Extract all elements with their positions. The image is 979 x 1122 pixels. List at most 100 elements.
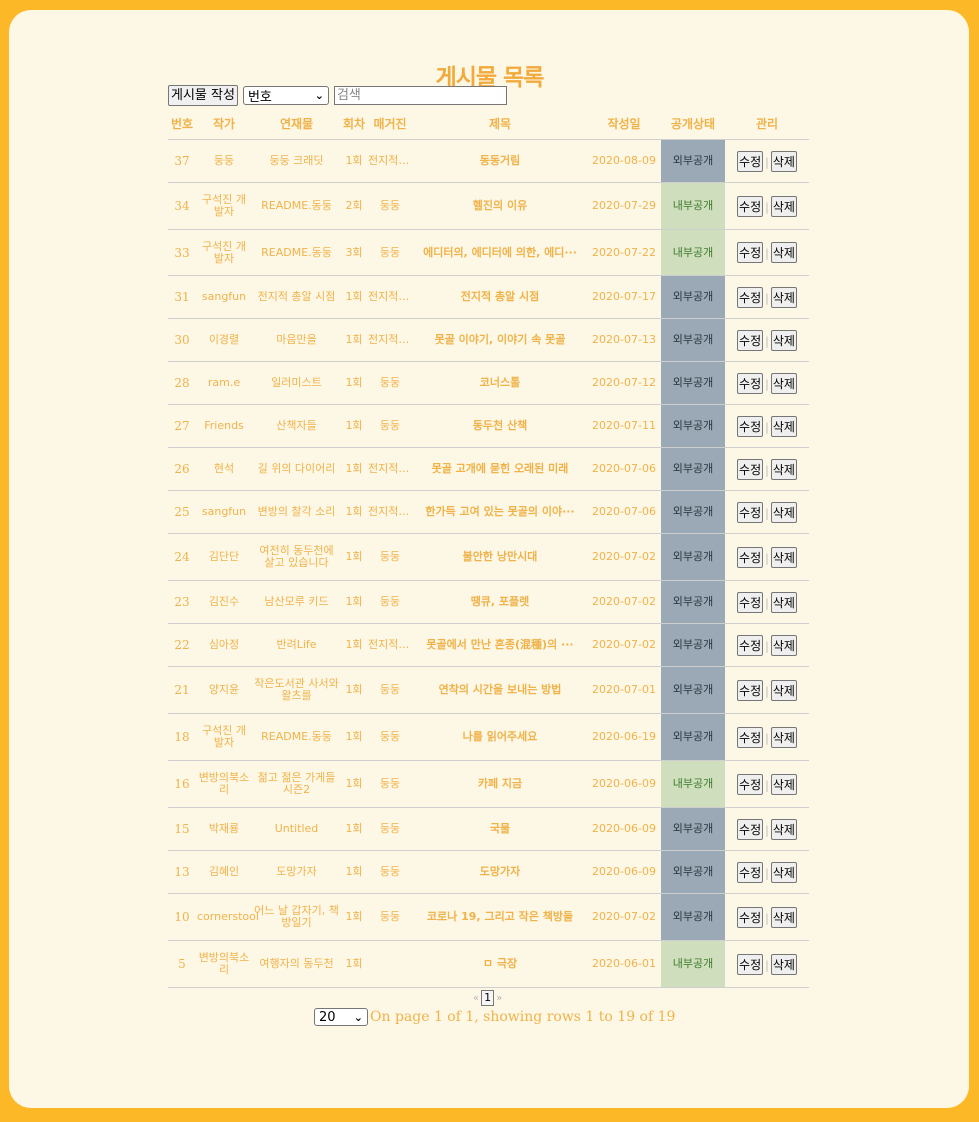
column-header-author[interactable]: 작가 xyxy=(196,107,252,140)
edit-button[interactable]: 수정 xyxy=(737,591,764,613)
delete-button[interactable]: 삭제 xyxy=(770,634,797,656)
write-post-button[interactable]: 게시물 작성 xyxy=(168,84,238,106)
action-separator: | xyxy=(765,684,769,698)
search-input[interactable]: 검색 xyxy=(333,85,507,105)
row-episode: 1회 xyxy=(341,623,367,667)
column-header-status[interactable]: 공개상태 xyxy=(661,107,725,140)
edit-button[interactable]: 수정 xyxy=(737,679,764,701)
delete-button[interactable]: 삭제 xyxy=(770,150,797,172)
row-title[interactable]: 헬진의 이유 xyxy=(413,182,587,230)
next-page-icon[interactable]: » xyxy=(496,992,503,1004)
row-title[interactable]: 불안한 낭만시대 xyxy=(413,533,587,581)
row-date: 2020-07-02 xyxy=(587,533,661,581)
row-date: 2020-07-12 xyxy=(587,361,661,405)
table-row[interactable]: 28 ram.e 일러미스트 1회 둥둥 코너스톨 2020-07-12 외부공개 수정 | 삭제 xyxy=(168,361,809,405)
row-title[interactable]: 못골 이야기, 이야기 속 못골 xyxy=(413,318,587,362)
delete-button[interactable]: 삭제 xyxy=(770,861,797,883)
delete-button[interactable]: 삭제 xyxy=(770,329,797,351)
edit-button[interactable]: 수정 xyxy=(737,906,764,928)
table-row[interactable]: 33 구석진 개발자 README.동둥 3회 둥둥 에디터의, 에디터에 의한, 에디·… xyxy=(168,229,809,276)
table-row[interactable]: 23 김진수 남산모루 키드 1회 둥둥 땡큐, 포플렛 2020-07-02 외부공개 수정 |… xyxy=(168,580,809,624)
table-row[interactable]: 10 cornerstool 어느 날 갑자기, 책방일기 1회 둥둥 코로나 19, 그… xyxy=(168,893,809,941)
row-title[interactable]: 동동거림 xyxy=(413,139,587,183)
table-row[interactable]: 5 변방의북소리 여행자의 동두천 1회 ㅁ 극장 2020-06-01 내부공개 수정 | 삭제 xyxy=(168,940,809,988)
row-episode: 1회 xyxy=(341,447,367,491)
delete-button[interactable]: 삭제 xyxy=(770,458,797,480)
row-title[interactable]: 못골에서 만난 혼종(混種)의 ··· xyxy=(413,623,587,667)
table-row[interactable]: 31 sangfun 전지적 총알 시점 1회 전지적 ··· 전지적 총알 시점 2020… xyxy=(168,275,809,319)
row-title[interactable]: 나를 읽어주세요 xyxy=(413,713,587,761)
row-title[interactable]: 코너스톨 xyxy=(413,361,587,405)
delete-button[interactable]: 삭제 xyxy=(770,546,797,568)
column-header-series[interactable]: 연재물 xyxy=(252,107,341,140)
column-header-number[interactable]: 번호 xyxy=(168,107,196,140)
row-title[interactable]: 국물 xyxy=(413,807,587,851)
row-status-badge: 외부공개 xyxy=(661,275,725,319)
table-row[interactable]: 30 이경렬 마음만을 1회 전지적 ··· 못골 이야기, 이야기 속 못골 2020-0… xyxy=(168,318,809,362)
delete-button[interactable]: 삭제 xyxy=(770,195,797,217)
table-row[interactable]: 27 Friends 산책자들 1회 둥둥 동두천 산책 2020-07-11 외부공개 수정 |… xyxy=(168,404,809,448)
table-row[interactable]: 21 양지윤 작은도서관 사서와 왈츠를 1회 둥둥 연착의 시간을 보내는 방법 2020… xyxy=(168,666,809,714)
delete-button[interactable]: 삭제 xyxy=(770,818,797,840)
table-row[interactable]: 16 변방의북소리 젊고 젊은 가게들 시즌2 1회 둥둥 카페 지금 2020-06-09… xyxy=(168,760,809,808)
row-title[interactable]: 에디터의, 에디터에 의한, 에디··· xyxy=(413,229,587,276)
table-row[interactable]: 24 김단단 여전히 동두천에 살고 있습니다 1회 둥둥 불안한 낭만시대 2020-07… xyxy=(168,533,809,581)
column-header-title[interactable]: 제목 xyxy=(413,107,587,140)
page-size-select[interactable]: 20 ⌄ xyxy=(314,1008,368,1026)
edit-button[interactable]: 수정 xyxy=(737,773,764,795)
delete-button[interactable]: 삭제 xyxy=(770,591,797,613)
column-header-date[interactable]: 작성일 xyxy=(587,107,661,140)
row-title[interactable]: 도망가자 xyxy=(413,850,587,894)
edit-button[interactable]: 수정 xyxy=(737,953,764,975)
table-row[interactable]: 15 박재룡 Untitled 1회 둥둥 국물 2020-06-09 외부공개 수정 | 삭제 xyxy=(168,807,809,851)
table-row[interactable]: 34 구석진 개발자 README.동둥 2회 둥둥 헬진의 이유 2020-07-29 내부… xyxy=(168,182,809,230)
edit-button[interactable]: 수정 xyxy=(737,861,764,883)
row-title[interactable]: 못골 고개에 묻힌 오래된 미래 xyxy=(413,447,587,491)
delete-button[interactable]: 삭제 xyxy=(770,773,797,795)
edit-button[interactable]: 수정 xyxy=(737,329,764,351)
delete-button[interactable]: 삭제 xyxy=(770,953,797,975)
edit-button[interactable]: 수정 xyxy=(737,501,764,523)
edit-button[interactable]: 수정 xyxy=(737,818,764,840)
edit-button[interactable]: 수정 xyxy=(737,150,764,172)
column-header-episode[interactable]: 회차 xyxy=(341,107,367,140)
row-title[interactable]: 한가득 고여 있는 못골의 이야··· xyxy=(413,490,587,534)
filter-select[interactable]: 번호 ⌄ xyxy=(242,85,329,105)
row-title[interactable]: ㅁ 극장 xyxy=(413,940,587,988)
table-row[interactable]: 18 구석진 개발자 README.동둥 1회 둥둥 나를 읽어주세요 2020-06-19… xyxy=(168,713,809,761)
row-title[interactable]: 동두천 산책 xyxy=(413,404,587,448)
table-row[interactable]: 37 둥둥 둥둥 크래딧 1회 전지적 ··· 동동거림 2020-08-09 외부공개 수정 |… xyxy=(168,139,809,183)
edit-button[interactable]: 수정 xyxy=(737,726,764,748)
row-title[interactable]: 땡큐, 포플렛 xyxy=(413,580,587,624)
table-row[interactable]: 25 sangfun 변방의 찰각 소리 1회 전지적 ··· 한가득 고여 있는 못골의… xyxy=(168,490,809,534)
table-row[interactable]: 13 김혜인 도망가자 1회 둥둥 도망가자 2020-06-09 외부공개 수정 | 삭제 xyxy=(168,850,809,894)
edit-button[interactable]: 수정 xyxy=(737,372,764,394)
delete-button[interactable]: 삭제 xyxy=(770,906,797,928)
delete-button[interactable]: 삭제 xyxy=(770,372,797,394)
delete-button[interactable]: 삭제 xyxy=(770,415,797,437)
row-title[interactable]: 전지적 총알 시점 xyxy=(413,275,587,319)
edit-button[interactable]: 수정 xyxy=(737,195,764,217)
edit-button[interactable]: 수정 xyxy=(737,415,764,437)
delete-button[interactable]: 삭제 xyxy=(770,726,797,748)
row-title[interactable]: 카페 지금 xyxy=(413,760,587,808)
row-title[interactable]: 연착의 시간을 보내는 방법 xyxy=(413,666,587,714)
row-magazine xyxy=(367,940,413,988)
edit-button[interactable]: 수정 xyxy=(737,242,764,263)
table-row[interactable]: 26 현석 길 위의 다이어리 1회 전지적 ··· 못골 고개에 묻힌 오래된 미래 20… xyxy=(168,447,809,491)
edit-button[interactable]: 수정 xyxy=(737,546,764,568)
row-author: 김진수 xyxy=(196,580,252,624)
column-header-magazine[interactable]: 매거진 xyxy=(367,107,413,140)
delete-button[interactable]: 삭제 xyxy=(770,679,797,701)
edit-button[interactable]: 수정 xyxy=(737,458,764,480)
edit-button[interactable]: 수정 xyxy=(737,286,764,308)
edit-button[interactable]: 수정 xyxy=(737,634,764,656)
table-row[interactable]: 22 심아정 반려Life 1회 전지적 ··· 못골에서 만난 혼종(混種)의 ··· 2… xyxy=(168,623,809,667)
delete-button[interactable]: 삭제 xyxy=(770,501,797,523)
delete-button[interactable]: 삭제 xyxy=(770,286,797,308)
prev-page-icon[interactable]: « xyxy=(473,992,480,1004)
row-actions: 수정 | 삭제 xyxy=(725,447,809,491)
page-number-button[interactable]: 1 xyxy=(481,990,495,1006)
delete-button[interactable]: 삭제 xyxy=(770,242,797,263)
row-title[interactable]: 코로나 19, 그리고 작은 책방들 xyxy=(413,893,587,941)
